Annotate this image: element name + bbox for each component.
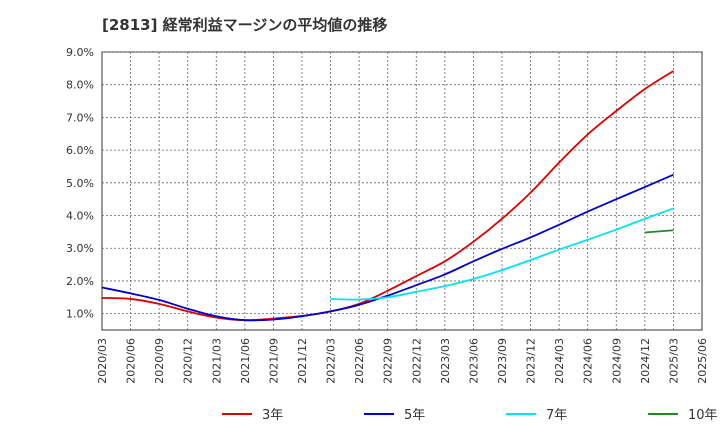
x-tick-label: 2022/09 [382,338,395,384]
x-tick-label: 2025/03 [667,338,680,384]
x-tick-label: 2023/06 [467,338,480,384]
y-tick-label: 3.0% [66,242,94,255]
y-tick-label: 1.0% [66,308,94,321]
series-line-0 [101,70,674,322]
series-line-1 [101,173,674,322]
series-line-3 [644,229,674,234]
y-tick-label: 9.0% [66,46,94,59]
y-tick-label: 4.0% [66,210,94,223]
legend: 3年 5年 7年 10年 [222,408,718,423]
y-tick-label: 7.0% [66,111,94,124]
legend-label-1: 5年 [404,408,425,423]
x-tick-label: 2022/06 [353,338,366,384]
x-tick-label: 2023/03 [439,338,452,384]
x-tick-label: 2020/09 [153,338,166,384]
grid-lines [102,51,702,330]
x-tick-label: 2021/09 [267,338,280,384]
x-tick-label: 2020/03 [96,338,109,384]
x-axis: 2020/03 2020/06 2020/09 2020/12 2021/03 2021/… [96,338,709,384]
y-tick-label: 6.0% [66,144,94,157]
y-tick-label: 5.0% [66,177,94,190]
y-tick-label: 8.0% [66,79,94,92]
x-tick-label: 2025/06 [696,338,709,384]
series-lines [101,70,674,322]
x-tick-label: 2024/12 [639,338,652,384]
chart-title: [2813] 経常利益マージンの平均値の推移 [102,16,387,34]
x-tick-label: 2020/12 [182,338,195,384]
x-tick-label: 2024/06 [582,338,595,384]
x-tick-label: 2021/06 [239,338,252,384]
x-tick-label: 2020/06 [125,338,138,384]
x-tick-label: 2021/12 [296,338,309,384]
x-tick-label: 2024/03 [553,338,566,384]
x-tick-label: 2022/12 [410,338,423,384]
legend-label-0: 3年 [262,408,283,423]
x-tick-label: 2023/12 [525,338,538,384]
series-line-2 [330,207,674,301]
legend-label-3: 10年 [688,408,718,423]
x-tick-label: 2021/03 [210,338,223,384]
legend-label-2: 7年 [546,408,567,423]
x-tick-label: 2022/03 [325,338,338,384]
x-tick-label: 2023/09 [496,338,509,384]
x-tick-label: 2024/09 [610,338,623,384]
y-axis: 1.0% 2.0% 3.0% 4.0% 5.0% 6.0% 7.0% 8.0% 9.0% [66,46,94,321]
y-tick-label: 2.0% [66,275,94,288]
plot-area [101,51,703,331]
